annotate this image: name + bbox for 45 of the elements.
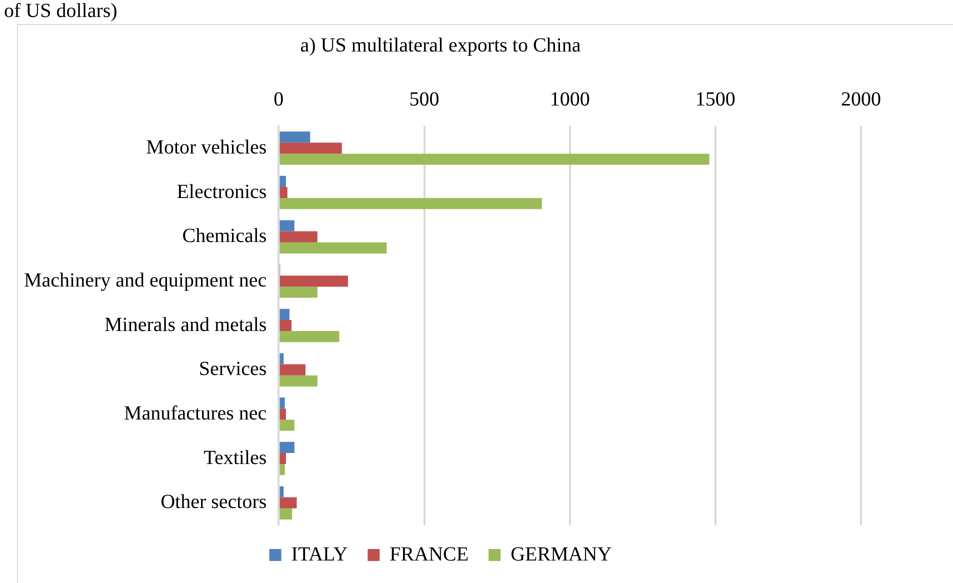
- bar: [280, 320, 292, 332]
- y-tick-label: Services: [198, 358, 267, 380]
- bar: [280, 132, 310, 143]
- legend-label: GERMANY: [510, 543, 612, 566]
- bar: [280, 464, 285, 476]
- bar: [280, 408, 286, 420]
- y-tick-label: Motor vehicles: [146, 136, 267, 158]
- x-tick-label: 0: [274, 88, 284, 110]
- bar: [280, 198, 542, 210]
- bar: [280, 420, 294, 431]
- bar: [280, 186, 288, 198]
- bar: [280, 398, 285, 409]
- bar: [280, 331, 340, 342]
- y-tick-label: Electronics: [176, 180, 267, 203]
- bar: [280, 508, 292, 520]
- bar: [280, 486, 284, 498]
- bar: [280, 176, 286, 187]
- bar: [280, 231, 318, 242]
- bar: [280, 220, 294, 232]
- bar: [280, 442, 294, 453]
- x-tick-label: 2000: [841, 88, 881, 110]
- bar: [280, 375, 318, 386]
- y-tick-label: Minerals and metals: [104, 314, 267, 336]
- y-tick-label: Manufactures nec: [124, 402, 267, 424]
- bar: [280, 452, 286, 464]
- y-tick-label: Other sectors: [160, 491, 267, 514]
- bar: [280, 286, 318, 298]
- bar: [280, 276, 348, 287]
- x-tick-label: 1000: [550, 88, 590, 110]
- bar: [280, 142, 342, 154]
- y-tick-label: Textiles: [204, 446, 267, 469]
- x-tick-label: 500: [409, 88, 440, 110]
- bar: [280, 353, 284, 364]
- bar: [280, 154, 710, 165]
- bar: [280, 308, 290, 320]
- legend-label: FRANCE: [390, 543, 469, 566]
- y-tick-label: Machinery and equipment nec: [24, 269, 267, 292]
- bar: [280, 242, 387, 254]
- x-tick-label: 1500: [695, 88, 736, 110]
- legend-label: ITALY: [291, 543, 348, 566]
- text: of US dollars): [4, 0, 118, 22]
- bar: [280, 364, 306, 376]
- bar: [280, 497, 297, 508]
- y-tick-label: Chemicals: [182, 225, 267, 248]
- chart-title: a) US multilateral exports to China: [300, 34, 581, 56]
